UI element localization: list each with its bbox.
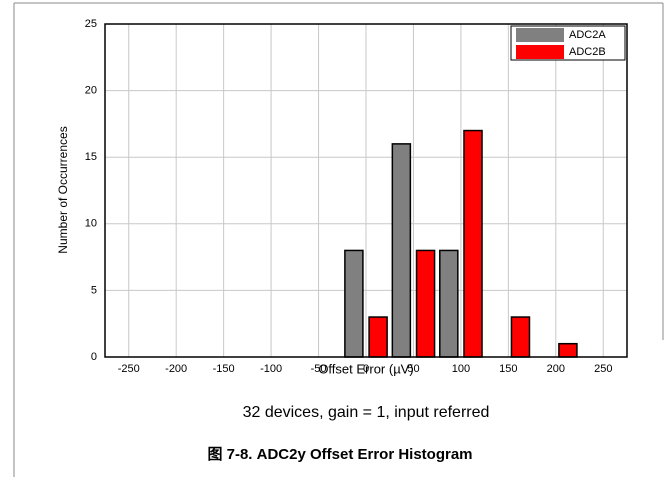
x-tick-label: 200 xyxy=(547,363,565,375)
x-tick-label: 150 xyxy=(499,363,517,375)
x-axis-label: Offset Error (µV) xyxy=(318,361,413,376)
x-tick-label: -200 xyxy=(165,363,187,375)
figure-title: 图 7-8. ADC2y Offset Error Histogram xyxy=(207,446,472,463)
legend-swatch xyxy=(516,28,564,42)
plot-border xyxy=(104,23,628,358)
legend-label: ADC2B xyxy=(569,46,606,58)
x-tick-label: 100 xyxy=(452,363,470,375)
legend-label: ADC2A xyxy=(569,29,606,41)
bar xyxy=(558,342,578,358)
y-tick-label: 10 xyxy=(85,218,97,230)
x-tick-label: 50 xyxy=(407,363,419,375)
x-tick-label: -250 xyxy=(118,363,140,375)
bar xyxy=(463,129,483,358)
bar xyxy=(368,316,388,358)
x-tick-label: 0 xyxy=(363,363,369,375)
bar xyxy=(391,143,412,358)
x-tick-label: -150 xyxy=(213,363,235,375)
legend-swatch xyxy=(516,45,564,59)
caption: 32 devices, gain = 1, input referred xyxy=(243,404,490,421)
y-axis-label: Number of Occurrences xyxy=(56,126,70,253)
y-tick-label: 20 xyxy=(85,85,97,97)
bar xyxy=(344,249,364,358)
y-tick-label: 0 xyxy=(91,351,97,363)
x-tick-label: 250 xyxy=(594,363,612,375)
bar xyxy=(510,316,531,358)
x-tick-label: -100 xyxy=(260,363,282,375)
x-tick-label: -50 xyxy=(311,363,327,375)
bar xyxy=(415,249,436,358)
y-tick-label: 25 xyxy=(85,18,97,30)
bar xyxy=(439,249,459,358)
y-tick-label: 15 xyxy=(85,151,97,163)
y-tick-label: 5 xyxy=(91,284,97,296)
